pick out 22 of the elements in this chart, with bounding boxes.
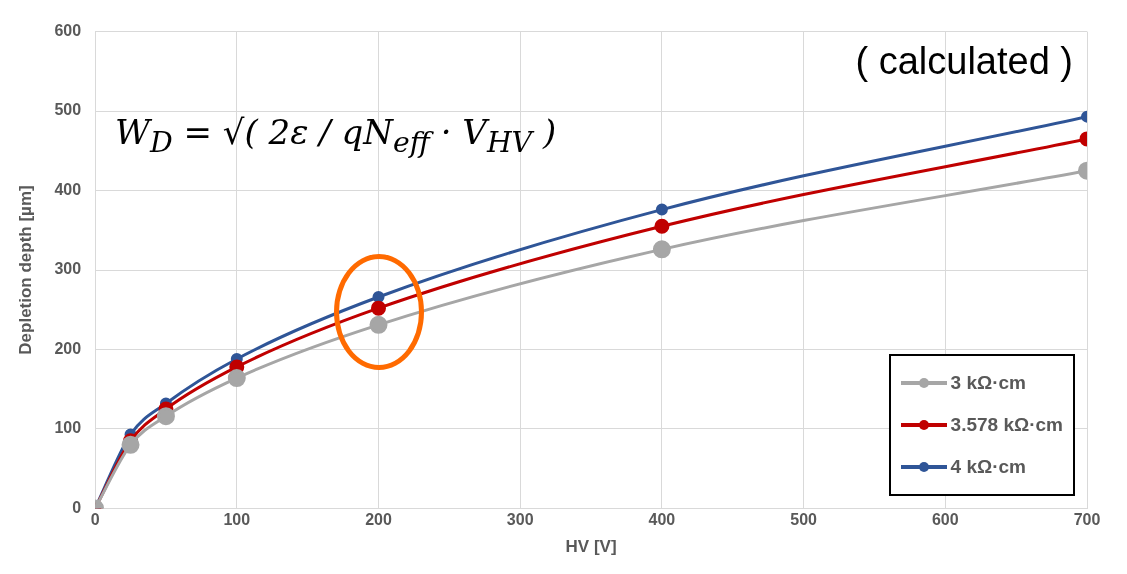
x-tick-label: 300 bbox=[506, 511, 534, 529]
x-tick-label: 400 bbox=[648, 511, 676, 529]
y-tick-label: 0 bbox=[72, 498, 82, 516]
annotation: W$_{D}$ = √( 2ε / qN$_{eff}$ · V$_{HV}$ ) bbox=[115, 111, 557, 159]
x-axis-title: HV [V] bbox=[565, 537, 617, 557]
x-tick-label: 100 bbox=[223, 511, 251, 529]
y-tick-label: 400 bbox=[54, 180, 82, 198]
y-axis-title: Depletion depth [µm] bbox=[15, 185, 35, 355]
y-tick-label: 600 bbox=[54, 22, 82, 40]
legend-label: 4 kΩ·cm bbox=[950, 456, 1027, 479]
x-tick-label: 500 bbox=[790, 511, 818, 529]
x-tick-label: 600 bbox=[931, 511, 959, 529]
legend-label: 3.578 kΩ·cm bbox=[950, 414, 1063, 437]
legend-label: 3 kΩ·cm bbox=[950, 372, 1027, 395]
x-tick-label: 200 bbox=[365, 511, 392, 529]
y-tick-label: 200 bbox=[54, 339, 82, 357]
annotation: ( calculated ) bbox=[855, 39, 1073, 83]
y-tick-label: 100 bbox=[54, 419, 82, 437]
x-tick-label: 0 bbox=[90, 511, 100, 529]
y-tick-label: 500 bbox=[54, 101, 82, 119]
y-tick-label: 300 bbox=[54, 260, 82, 278]
x-tick-label: 700 bbox=[1073, 511, 1101, 529]
